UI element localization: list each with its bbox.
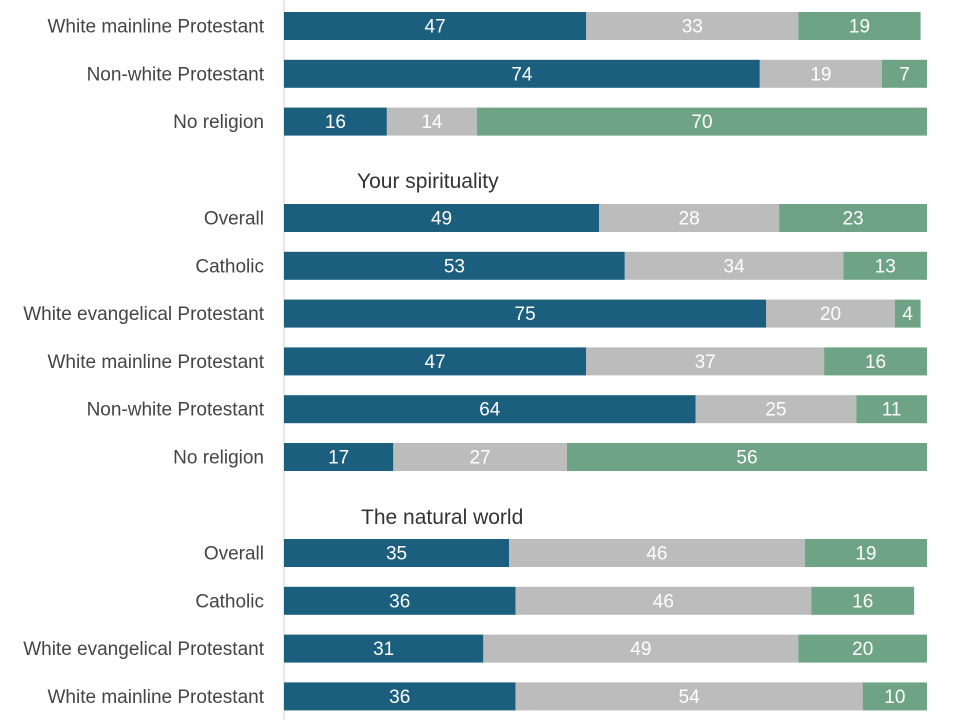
- bar-segment: [284, 682, 516, 711]
- bar-segment: [856, 395, 927, 424]
- data-label: 16: [865, 352, 886, 373]
- data-label: 70: [691, 112, 712, 133]
- data-label: 27: [470, 448, 491, 469]
- row-label: White evangelical Protestant: [23, 639, 265, 660]
- data-label: 16: [852, 591, 873, 612]
- data-label: 56: [736, 448, 757, 469]
- data-label: 14: [421, 112, 443, 133]
- bar-segment: [284, 251, 625, 280]
- row-label: Overall: [204, 544, 264, 565]
- row-label: White evangelical Protestant: [23, 304, 265, 325]
- bar-segment: [843, 251, 927, 280]
- bar-segment: [804, 539, 927, 567]
- data-label: 46: [653, 591, 674, 612]
- data-label: 64: [479, 400, 501, 421]
- bar-segment: [695, 395, 857, 424]
- data-label: 28: [679, 209, 700, 230]
- data-label: 47: [425, 17, 446, 38]
- data-label: 31: [373, 639, 394, 660]
- data-label: 53: [444, 256, 465, 277]
- bar-segment: [566, 443, 927, 471]
- data-label: 75: [515, 304, 536, 325]
- data-label: 37: [695, 352, 716, 373]
- data-label: 49: [431, 209, 452, 230]
- bar-segment: [284, 59, 760, 88]
- bar-segment: [509, 539, 805, 567]
- row-label: No religion: [173, 112, 264, 133]
- bar-segment: [515, 586, 812, 615]
- data-label: 20: [852, 639, 873, 660]
- row-label: No religion: [173, 448, 264, 469]
- bar-segment: [766, 299, 895, 328]
- data-label: 74: [511, 64, 533, 85]
- group-title: Your spirituality: [357, 170, 499, 193]
- bar-segment: [811, 586, 915, 615]
- bar-segment: [393, 443, 567, 471]
- bar-segment: [284, 586, 516, 615]
- group-title: The natural world: [361, 506, 523, 529]
- bar-segment: [586, 12, 799, 40]
- bar-segment: [476, 107, 927, 136]
- bar-segment: [284, 107, 387, 136]
- bar-segment: [824, 347, 927, 376]
- row-label: White mainline Protestant: [48, 17, 265, 38]
- data-label: 7: [899, 64, 910, 85]
- data-label: 4: [902, 304, 913, 325]
- bar-segment: [798, 634, 927, 663]
- bar-segment: [386, 107, 477, 136]
- row-label: Non-white Protestant: [87, 64, 265, 85]
- data-label: 19: [855, 544, 876, 565]
- bar-segment: [894, 299, 921, 328]
- data-label: 10: [884, 687, 905, 708]
- bar-segment: [798, 12, 921, 40]
- data-label: 19: [849, 17, 870, 38]
- bar-segment: [284, 539, 510, 567]
- data-label: 36: [389, 687, 410, 708]
- chart-marks: White mainline Protestant 47 33 19Non-white…: [23, 12, 927, 711]
- bar-segment: [779, 204, 927, 232]
- data-label: 34: [724, 256, 746, 277]
- bar-segment: [284, 204, 600, 232]
- row-label: White mainline Protestant: [48, 687, 265, 708]
- data-label: 54: [679, 687, 701, 708]
- data-label: 19: [810, 64, 831, 85]
- row-label: Overall: [204, 209, 264, 230]
- bar-segment: [881, 59, 927, 88]
- data-label: 47: [425, 352, 446, 373]
- data-label: 33: [682, 17, 703, 38]
- bar-segment: [284, 443, 394, 471]
- data-label: 36: [389, 591, 410, 612]
- row-label: White mainline Protestant: [48, 352, 265, 373]
- row-label: Non-white Protestant: [87, 400, 265, 421]
- bar-segment: [284, 395, 696, 424]
- data-label: 35: [386, 544, 407, 565]
- bar-segment: [284, 634, 484, 663]
- bar-segment: [624, 251, 844, 280]
- data-label: 25: [765, 400, 786, 421]
- bar-segment: [862, 682, 927, 711]
- data-label: 23: [842, 209, 863, 230]
- data-label: 11: [882, 400, 902, 421]
- row-label: Catholic: [195, 591, 264, 612]
- bar-segment: [515, 682, 863, 711]
- data-label: 20: [820, 304, 841, 325]
- bar-segment: [483, 634, 799, 663]
- bar-segment: [284, 347, 587, 376]
- bar-segment: [759, 59, 882, 88]
- data-label: 46: [646, 544, 667, 565]
- row-label: Catholic: [195, 256, 264, 277]
- data-label: 16: [325, 112, 346, 133]
- data-label: 13: [875, 256, 896, 277]
- bar-segment: [599, 204, 780, 232]
- data-label: 49: [630, 639, 651, 660]
- bar-segment: [284, 299, 767, 328]
- data-label: 17: [328, 448, 349, 469]
- bar-segment: [586, 347, 825, 376]
- bar-segment: [284, 12, 587, 40]
